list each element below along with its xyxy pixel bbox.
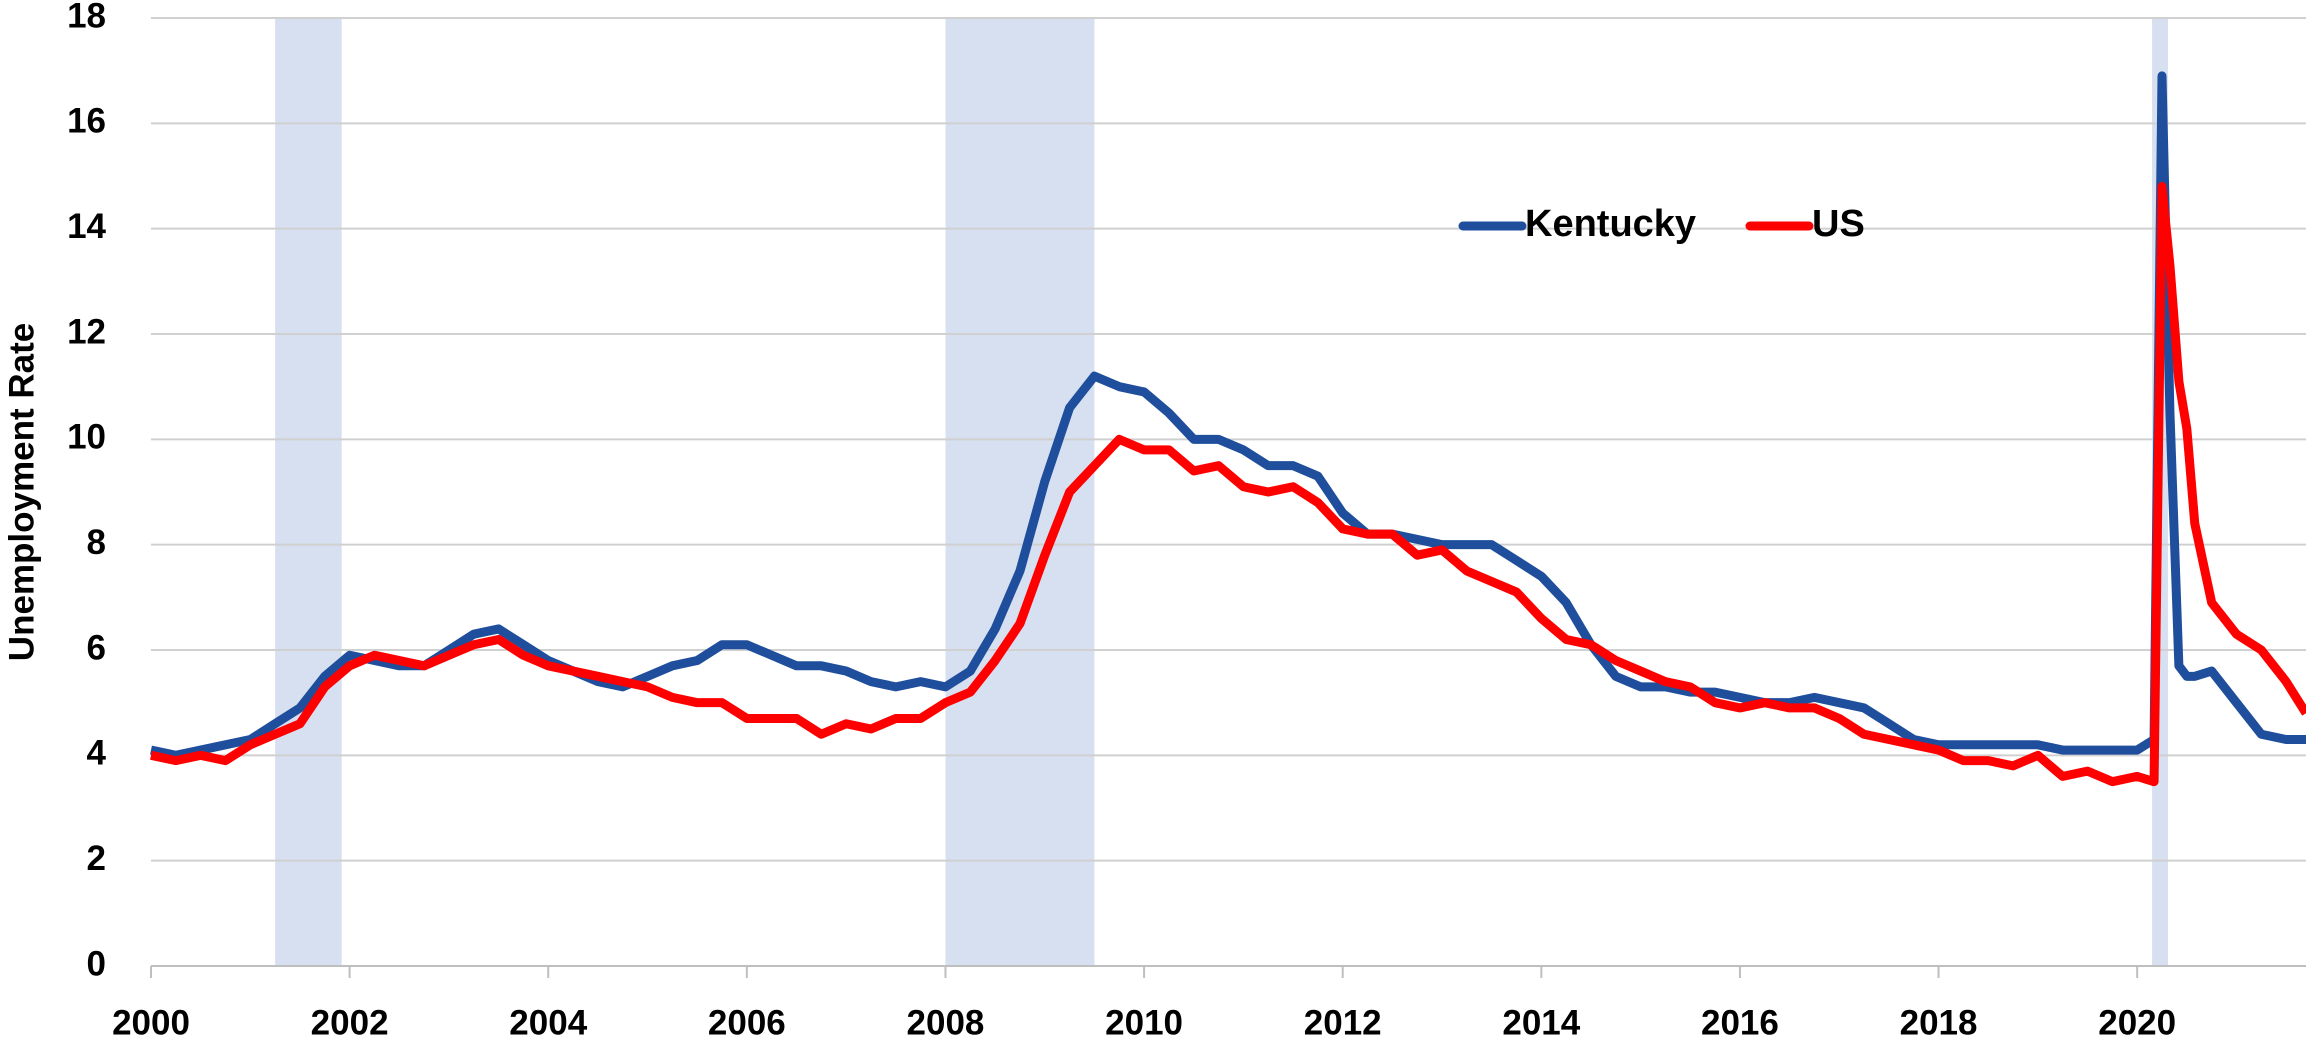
legend-label: Kentucky (1525, 203, 1696, 245)
y-tick-label: 18 (67, 0, 106, 35)
series-line (150, 71, 2306, 760)
x-tick-label: 2016 (1701, 1003, 1779, 1042)
legend-label: US (1812, 203, 1865, 245)
x-tick-label: 2006 (708, 1003, 786, 1042)
y-tick-label: 10 (67, 418, 106, 457)
y-tick-label: 4 (87, 734, 107, 773)
x-tick-label: 2008 (907, 1003, 985, 1042)
y-tick-label: 14 (67, 207, 106, 246)
x-tick-label: 2000 (112, 1003, 190, 1042)
x-tick-label: 2010 (1105, 1003, 1183, 1042)
y-axis-title: Unemployment Rate (2, 323, 41, 661)
y-tick-label: 12 (67, 312, 106, 351)
y-tick-label: 2 (87, 839, 106, 878)
y-tick-label: 8 (87, 523, 106, 562)
x-tick-label: 2020 (2098, 1003, 2176, 1042)
x-tick-label: 2002 (311, 1003, 389, 1042)
x-tick-label: 2018 (1900, 1003, 1978, 1042)
recession-band (275, 18, 342, 966)
y-tick-label: 6 (87, 628, 106, 667)
x-tick-label: 2004 (509, 1003, 587, 1042)
y-tick-label: 16 (67, 102, 106, 141)
series-line (150, 182, 2306, 787)
x-tick-label: 2012 (1304, 1003, 1382, 1042)
y-tick-label: 0 (87, 944, 106, 983)
x-tick-label: 2014 (1502, 1003, 1580, 1042)
